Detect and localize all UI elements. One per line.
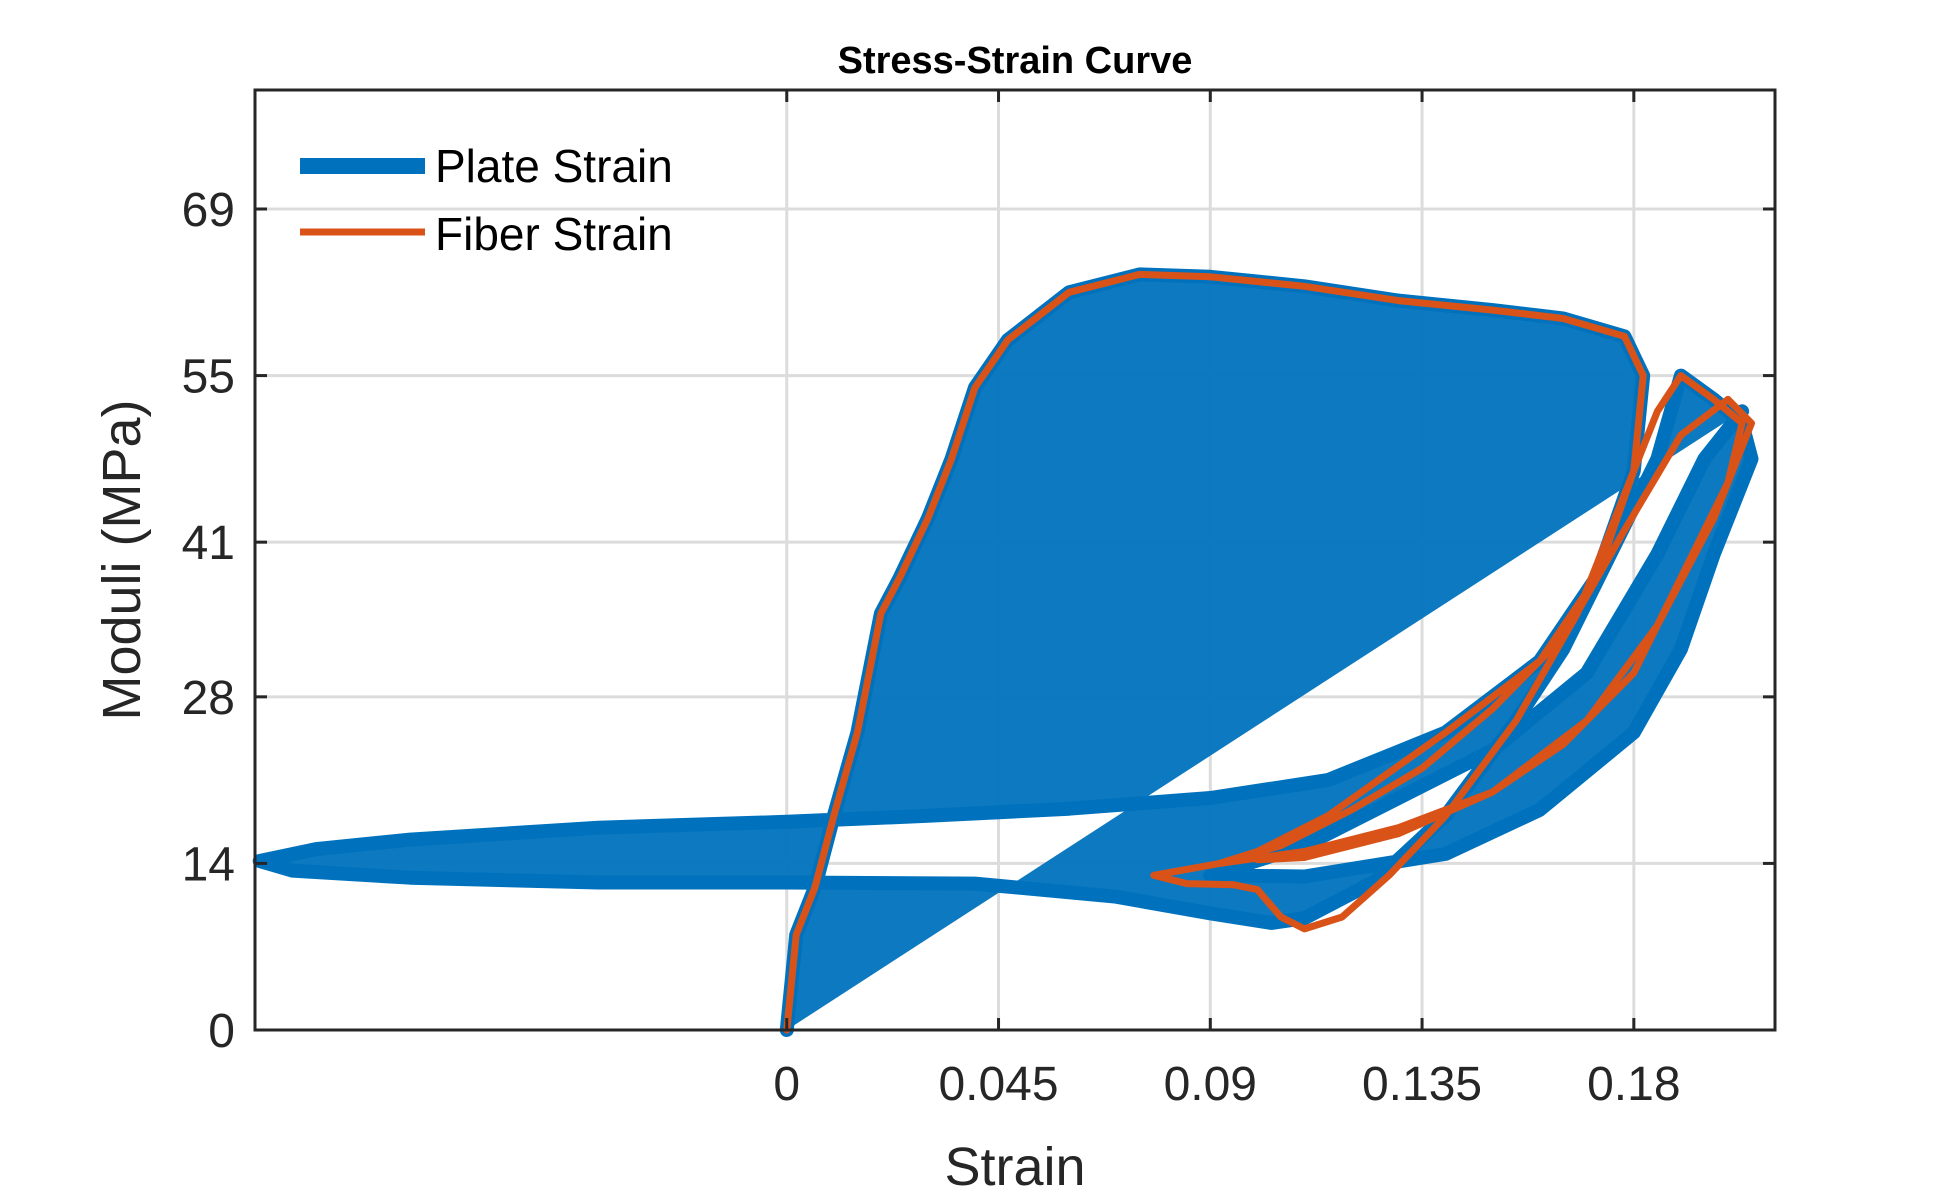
y-tick-label: 0 [208, 1005, 235, 1058]
y-tick-label: 28 [182, 672, 235, 725]
legend-label-fiber-strain: Fiber Strain [435, 208, 673, 260]
axes-frame [253, 88, 1777, 1032]
legend-label-plate-strain: Plate Strain [435, 140, 673, 192]
legend: Plate Strain Fiber Strain [300, 140, 673, 260]
y-axis-label: Moduli (MPa) [92, 399, 152, 720]
x-tick-labels: 0 0.045 0.09 0.135 0.18 [773, 1058, 1680, 1111]
y-tick-label: 69 [182, 184, 235, 237]
x-tick-label: 0 [773, 1058, 800, 1111]
x-tick-label: 0.18 [1587, 1058, 1680, 1111]
y-tick-labels: 0 14 28 41 55 69 [182, 184, 235, 1058]
series-layer [252, 267, 1759, 1037]
chart-title: Stress-Strain Curve [838, 40, 1193, 82]
series-line-fiber-strain [783, 270, 1755, 1034]
y-tick-label: 41 [182, 517, 235, 570]
x-tick-label: 0.045 [938, 1058, 1058, 1111]
y-tick-label: 14 [182, 838, 235, 891]
axes-box [253, 88, 1777, 1032]
x-axis-label: Strain [944, 1137, 1085, 1197]
x-tick-label: 0.09 [1164, 1058, 1257, 1111]
y-tick-label: 55 [182, 351, 235, 404]
x-tick-label: 0.135 [1362, 1058, 1482, 1111]
